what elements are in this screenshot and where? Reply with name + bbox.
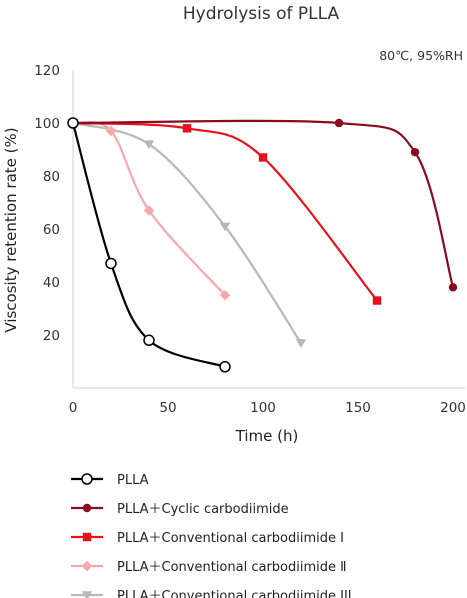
data-point <box>410 147 420 157</box>
chart-subtitle: 80℃, 95%RH <box>379 48 463 63</box>
series-line <box>72 119 455 288</box>
legend-label: PLLA＋Cyclic carbodiimide <box>117 502 289 517</box>
legend-marker <box>81 591 93 598</box>
y-ticks: 20 40 60 80 100 120 <box>34 63 60 344</box>
axes <box>72 70 465 389</box>
x-tick-label: 150 <box>345 400 371 416</box>
legend-label: PLLA＋Conventional carbodiimide III <box>117 589 352 598</box>
y-axis-label: Viscosity retention rate (%) <box>2 127 20 332</box>
data-point <box>105 257 117 270</box>
chart-title: Hydrolysis of PLLA <box>183 4 340 24</box>
y-tick-label: 100 <box>34 116 60 132</box>
x-tick-label: 50 <box>159 400 176 416</box>
legend-marker <box>81 560 93 572</box>
data-point <box>182 124 192 133</box>
legend-label: PLLA＋Conventional carbodiimide Ⅰ <box>117 531 344 546</box>
data-point <box>258 153 268 162</box>
x-ticks: 0 50 100 150 200 <box>69 400 466 416</box>
data-point <box>143 140 155 150</box>
data-point <box>295 339 307 348</box>
legend: PLLA PLLA＋Cyclic carbodiimide PLLA＋Convent… <box>71 473 352 598</box>
data-point <box>372 296 382 305</box>
x-axis-label: Time (h) <box>235 427 299 445</box>
series-0 <box>67 117 231 373</box>
legend-label: PLLA＋Conventional carbodiimide Ⅱ <box>117 560 347 575</box>
x-tick-label: 0 <box>69 400 78 416</box>
y-tick-label: 120 <box>34 63 60 79</box>
y-tick-label: 40 <box>43 275 60 291</box>
legend-item: PLLA＋Conventional carbodiimide Ⅱ <box>71 560 347 575</box>
y-tick-label: 20 <box>43 328 60 344</box>
legend-marker <box>81 473 93 485</box>
legend-marker <box>82 532 92 542</box>
y-tick-label: 60 <box>43 222 60 238</box>
series-layer <box>67 117 458 373</box>
data-point <box>219 222 231 232</box>
y-tick-label: 80 <box>43 169 60 185</box>
legend-item: PLLA＋Cyclic carbodiimide <box>71 502 289 517</box>
legend-item: PLLA <box>71 473 149 488</box>
data-point <box>67 117 79 129</box>
data-point <box>105 125 117 137</box>
legend-marker <box>82 503 92 513</box>
series-line <box>72 121 378 302</box>
x-tick-label: 200 <box>440 400 466 416</box>
x-tick-label: 100 <box>250 400 276 416</box>
data-point <box>334 118 344 128</box>
legend-item: PLLA＋Conventional carbodiimide Ⅰ <box>71 531 344 546</box>
series-1 <box>68 118 458 292</box>
data-point <box>143 334 155 347</box>
series-4 <box>67 119 307 348</box>
data-point <box>143 205 155 216</box>
data-point <box>448 283 458 292</box>
series-line <box>71 122 226 368</box>
data-point <box>219 290 231 301</box>
legend-item: PLLA＋Conventional carbodiimide III <box>71 589 352 598</box>
legend-label: PLLA <box>117 473 149 488</box>
data-point <box>219 361 231 373</box>
